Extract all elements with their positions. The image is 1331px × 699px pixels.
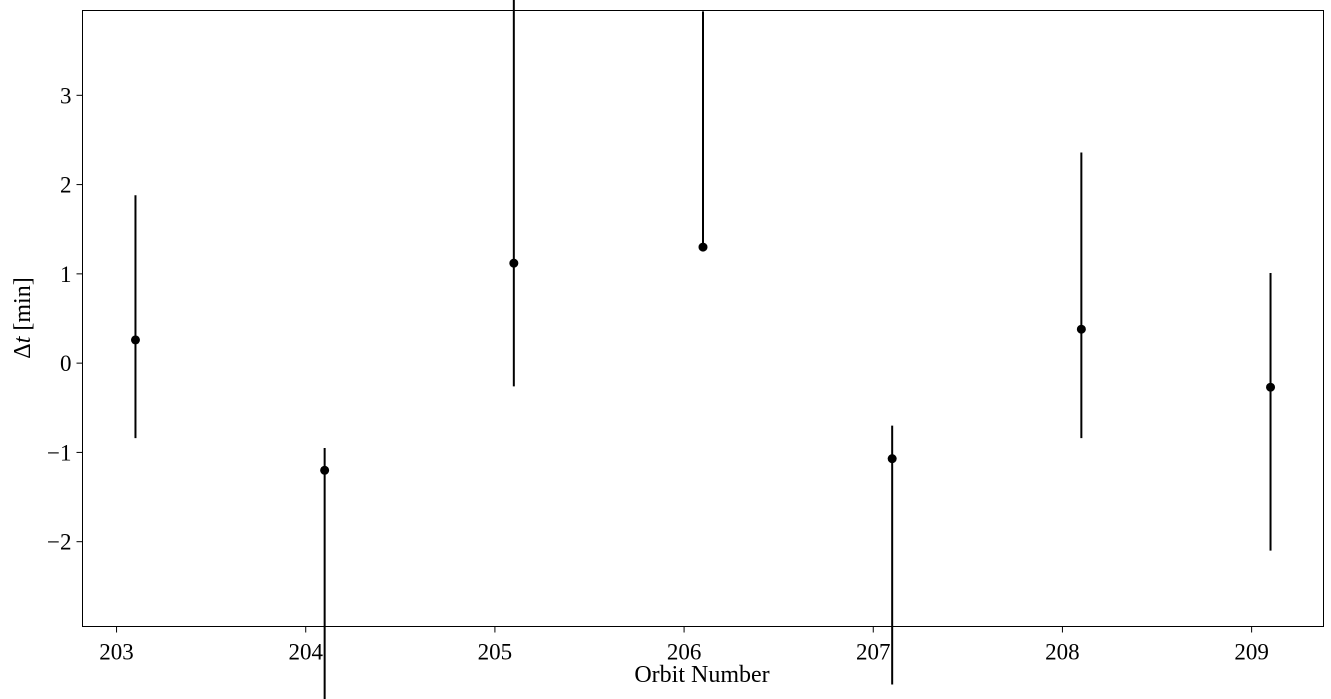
data-point: [320, 465, 330, 475]
x-axis-label: Orbit Number: [634, 662, 769, 688]
x-tick-label: 207: [856, 640, 891, 665]
plot-frame: [82, 10, 1324, 627]
y-axis-label: Δt [min]: [10, 277, 36, 358]
x-tick-label: 204: [288, 640, 323, 665]
x-tick-label: 203: [99, 640, 134, 665]
y-tick-label: −2: [47, 530, 71, 555]
x-tick-label: 208: [1045, 640, 1080, 665]
x-tick-label: 205: [478, 640, 513, 665]
data-series: [130, 0, 1276, 699]
y-tick-label: 1: [60, 262, 72, 287]
x-tick-label: 206: [667, 640, 702, 665]
y-tick-label: 0: [60, 351, 72, 376]
y-axis-label-suffix: [min]: [10, 277, 36, 336]
data-point: [509, 258, 519, 268]
data-point: [698, 242, 708, 252]
x-axis-ticks: 203 204 205 206 207 208 209: [99, 626, 1269, 665]
data-point: [887, 454, 897, 464]
y-axis-label-italic: t: [10, 335, 36, 343]
y-axis-label-prefix: Δ: [10, 343, 36, 358]
y-tick-label: −1: [47, 440, 71, 465]
data-point: [1076, 324, 1086, 334]
y-axis-ticks: −2 −1 0 1 2 3: [47, 83, 83, 555]
data-point: [130, 335, 140, 345]
data-point: [1266, 382, 1276, 392]
y-tick-label: 2: [60, 173, 72, 198]
x-tick-label: 209: [1234, 640, 1269, 665]
y-tick-label: 3: [60, 83, 72, 108]
